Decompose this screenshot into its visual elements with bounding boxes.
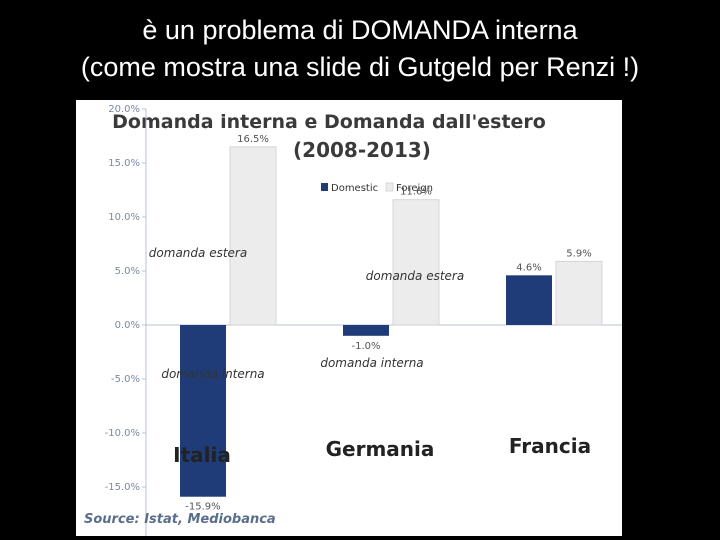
legend-label-foreign: Foreign (396, 183, 433, 194)
legend-label-domestic: Domestic (331, 183, 378, 194)
y-tick-label: -5.0% (111, 374, 140, 385)
y-tick-label: 10.0% (108, 212, 140, 223)
value-label-foreign-germania: 11.6% (400, 187, 432, 198)
bar-domestic-italia (180, 325, 226, 497)
y-tick-label: 20.0% (108, 104, 140, 115)
category-label-italia: Italia (173, 443, 231, 467)
bar-domestic-germania (343, 325, 389, 336)
bar-foreign-francia (555, 260, 603, 326)
value-label-domestic-italia: -15.9% (185, 502, 220, 513)
category-labels: Italia Germania Francia (173, 434, 591, 467)
chart-title: Domanda interna e Domanda dall'estero (112, 111, 546, 133)
y-tick-label: -15.0% (105, 482, 140, 493)
y-tick-label: 15.0% (108, 158, 140, 169)
annotation-italia-foreign: domanda estera (149, 246, 247, 260)
bar-domestic-francia (506, 275, 552, 325)
value-label-domestic-francia: 4.6% (516, 262, 541, 273)
value-label-domestic-germania: -1.0% (351, 341, 380, 352)
legend-swatch-domestic (321, 183, 328, 191)
bars (180, 146, 603, 497)
category-label-germania: Germania (326, 437, 435, 461)
bar-chart: Domanda interna e Domanda dall'estero (2… (84, 104, 622, 536)
legend: Domestic Foreign (321, 182, 433, 194)
chart-subtitle: (2008-2013) (293, 138, 431, 162)
slide-title: è un problema di DOMANDA interna (come m… (0, 12, 720, 86)
annotations: domanda estera domanda interna domanda e… (149, 246, 464, 381)
y-tick-label: -10.0% (105, 428, 140, 439)
y-tick-label: 5.0% (115, 266, 140, 277)
y-tick-label: 0.0% (115, 320, 140, 331)
legend-swatch-foreign (385, 182, 394, 192)
value-label-foreign-francia: 5.9% (566, 248, 591, 259)
chart-panel: Domanda interna e Domanda dall'estero (2… (76, 100, 622, 536)
annotation-italia-domestic: domanda interna (161, 367, 264, 381)
bar-foreign-germania (392, 199, 440, 326)
slide-title-line-2: (come mostra una slide di Gutgeld per Re… (80, 52, 640, 82)
value-labels: -15.9% -1.0% 4.6% 16.5% 11.6% 5.9% (185, 134, 591, 513)
bar-foreign-italia (229, 146, 277, 326)
annotation-germania-domestic: domanda interna (320, 356, 423, 370)
annotation-germania-foreign: domanda estera (366, 269, 464, 283)
category-label-francia: Francia (509, 434, 591, 458)
value-label-foreign-italia: 16.5% (237, 134, 269, 145)
source-note: Source: Istat, Mediobanca (84, 512, 276, 527)
slide-title-line-1: è un problema di DOMANDA interna (142, 15, 578, 45)
